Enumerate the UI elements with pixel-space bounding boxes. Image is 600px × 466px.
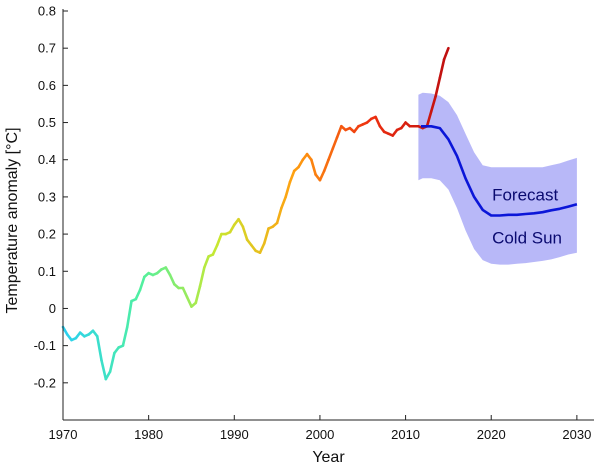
y-tick-label: 0.1 xyxy=(38,264,56,279)
y-tick-label: -0.2 xyxy=(34,375,56,390)
forecast-uncertainty-band xyxy=(418,92,577,265)
x-tick-label: 2000 xyxy=(305,427,334,442)
observed-series-segment xyxy=(275,206,283,225)
x-tick-label: 2010 xyxy=(391,427,420,442)
observed-series-segment xyxy=(203,255,210,269)
y-tick-label: 0.4 xyxy=(38,152,56,167)
axes-layer: -0.2 -0.1 0 0.1 0.2 0.3 0.4 0.5 0.6 0.7 0.8 1970 198… xyxy=(4,4,594,466)
observed-series-segment xyxy=(322,158,330,173)
annotation-layer: Forecast Cold Sun xyxy=(492,186,562,248)
forecast-series-line xyxy=(421,125,578,217)
observed-series-segment xyxy=(228,223,236,234)
observed-series-segment xyxy=(318,169,326,182)
x-tick-label: 1970 xyxy=(49,427,78,442)
annotation-label: Forecast xyxy=(492,186,558,205)
y-tick-label: 0.2 xyxy=(38,227,56,242)
series-layer xyxy=(61,46,578,381)
observed-series-segment xyxy=(262,227,270,245)
observed-series-segment xyxy=(121,325,129,347)
x-tick-label: 2030 xyxy=(562,427,591,442)
observed-series-segment xyxy=(241,225,249,241)
y-tick-label: -0.1 xyxy=(34,338,56,353)
observed-series-segment xyxy=(104,370,112,381)
observed-series-segment xyxy=(434,76,442,98)
observed-series-segment xyxy=(194,284,202,305)
x-tick-label: 1990 xyxy=(220,427,249,442)
annotation-label: Cold Sun xyxy=(492,228,562,247)
y-axis-title: Temperature anomaly [°C] xyxy=(4,127,21,313)
observed-series-segment xyxy=(425,110,433,128)
y-tick-label: 0.6 xyxy=(38,78,56,93)
observed-series-segment xyxy=(138,275,146,292)
observed-series-segment xyxy=(297,158,305,169)
observed-series-segment xyxy=(215,232,223,247)
observed-series-segment xyxy=(185,295,193,308)
observed-series-segment xyxy=(164,266,172,277)
y-tick-label: 0.7 xyxy=(38,41,56,56)
observed-series-segment xyxy=(125,299,133,329)
observed-series-segment xyxy=(168,273,176,286)
observed-series-segment xyxy=(134,288,142,301)
y-tick-label: 0.8 xyxy=(38,4,56,19)
observed-series-segment xyxy=(95,335,103,362)
y-tick-label: 0 xyxy=(49,301,56,316)
observed-series-segment xyxy=(335,124,343,139)
observed-series-segment xyxy=(331,136,339,150)
observed-series-segment xyxy=(442,46,450,61)
y-tick-label: 0.5 xyxy=(38,115,56,130)
observed-series-segment xyxy=(108,351,116,373)
observed-series-segment xyxy=(181,286,189,299)
observed-series-segment xyxy=(327,147,335,162)
observed-series-segment xyxy=(258,242,266,254)
x-axis-title: Year xyxy=(312,449,345,466)
x-tick-label: 2020 xyxy=(477,427,506,442)
observed-series-segment xyxy=(429,95,437,113)
observed-series-segment xyxy=(288,169,296,184)
observed-series-segment xyxy=(237,217,245,228)
observed-series-segment xyxy=(100,359,108,381)
observed-series-segment xyxy=(211,243,219,256)
observed-series-segment xyxy=(280,195,287,210)
forecast-uncertainty-band-layer xyxy=(418,92,577,265)
y-tick-label: 0.3 xyxy=(38,189,56,204)
observed-series-segment xyxy=(61,325,69,336)
observed-series-segment xyxy=(198,266,206,288)
observed-series-segment xyxy=(310,158,317,176)
x-tick-label: 1980 xyxy=(134,427,163,442)
observed-series-segment xyxy=(374,115,382,128)
observed-series-segment xyxy=(284,180,292,199)
observed-series-segment xyxy=(438,58,446,80)
